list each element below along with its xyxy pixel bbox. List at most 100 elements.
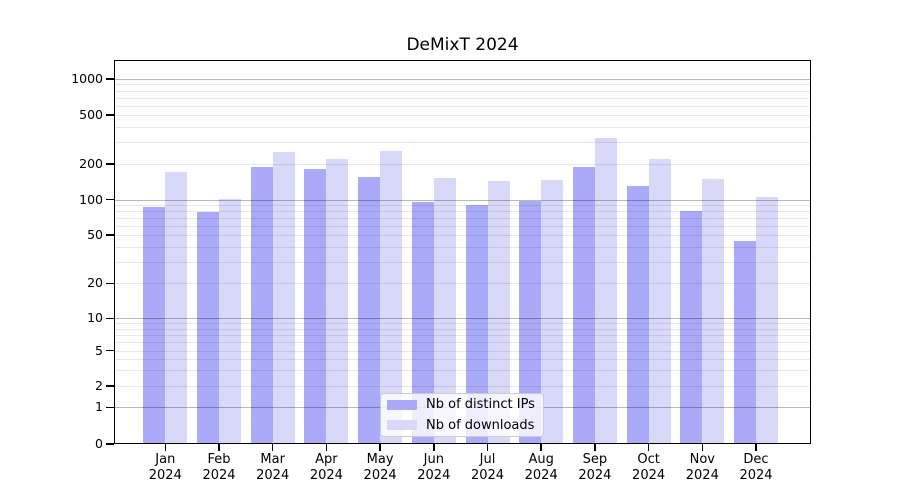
x-axis-tick [755, 444, 757, 451]
x-axis-tick-label: May 2024 [363, 452, 397, 483]
bar-downloads [594, 138, 617, 444]
minor-gridline [114, 205, 811, 207]
bar-downloads [756, 196, 778, 444]
minor-gridline [114, 370, 811, 372]
legend: Nb of distinct IPs Nb of downloads [380, 393, 544, 437]
x-axis-tick-label: Aug 2024 [524, 452, 558, 483]
x-axis-tick [164, 444, 167, 451]
plot-border [114, 60, 811, 444]
x-axis-tick [701, 444, 704, 451]
bar-downloads [380, 150, 403, 444]
bar-downloads [219, 198, 241, 444]
y-axis-tick-label: 1000 [71, 70, 103, 86]
x-axis-tick-label: Oct 2024 [632, 452, 666, 483]
minor-gridline [114, 283, 811, 285]
minor-gridline [114, 164, 811, 165]
minor-gridline [114, 211, 811, 213]
chart-title: DeMixT 2024 [406, 35, 519, 55]
bar-downloads [648, 158, 671, 444]
minor-gridline [114, 246, 811, 248]
bar-downloads [541, 179, 564, 444]
y-axis-tick-label: 0 [95, 435, 103, 451]
legend-label-distinct-ips: Nb of distinct IPs [426, 397, 535, 413]
y-axis-tick [106, 443, 114, 445]
minor-gridline [114, 105, 811, 107]
x-axis-tick-label: Dec 2024 [739, 452, 773, 483]
y-axis-tick [106, 114, 114, 116]
minor-gridline [114, 217, 811, 219]
minor-gridline [114, 350, 811, 352]
x-axis-tick-label: Mar 2024 [256, 452, 290, 483]
x-axis-tick [540, 444, 542, 451]
y-axis-tick [106, 385, 114, 387]
bar-distinct-ips [465, 204, 488, 444]
minor-gridline [114, 328, 811, 330]
x-axis-tick [647, 444, 650, 451]
x-axis-tick-label: Jul 2024 [470, 452, 505, 483]
y-axis-tick-label: 1 [95, 399, 103, 415]
x-axis-tick [218, 444, 220, 451]
bar-distinct-ips [197, 212, 219, 444]
bar-distinct-ips [143, 206, 166, 444]
y-axis-tick [106, 317, 114, 320]
y-axis-tick [106, 198, 114, 201]
y-axis-tick-label: 5 [95, 342, 103, 358]
y-axis-tick-label: 50 [87, 226, 103, 242]
minor-gridline [114, 235, 811, 236]
y-axis-tick [106, 234, 114, 236]
bar-distinct-ips [572, 166, 595, 444]
x-axis-tick [433, 444, 435, 451]
y-axis-tick-label: 20 [87, 275, 103, 291]
bar-distinct-ips [519, 200, 542, 444]
bar-distinct-ips [626, 186, 649, 444]
minor-gridline [114, 142, 811, 144]
bar-distinct-ips [411, 201, 434, 444]
minor-gridline [114, 359, 811, 361]
bar-downloads [165, 172, 188, 444]
minor-gridline [114, 342, 811, 344]
minor-gridline [114, 84, 811, 86]
legend-item-distinct-ips: Nb of distinct IPs [381, 395, 543, 414]
x-axis-tick [379, 444, 381, 451]
y-axis-tick [106, 282, 114, 285]
y-axis-tick-label: 200 [79, 155, 103, 171]
bar-distinct-ips [358, 176, 381, 444]
minor-gridline [114, 323, 811, 325]
minor-gridline [114, 90, 811, 92]
y-axis-tick [106, 349, 114, 352]
x-axis-tick-label: Apr 2024 [309, 452, 343, 483]
y-axis-tick-label: 500 [79, 106, 103, 122]
bar-downloads [433, 178, 456, 444]
x-axis-tick [271, 444, 274, 451]
y-axis-tick-label: 10 [87, 310, 103, 326]
bar-downloads [487, 181, 510, 444]
minor-gridline [114, 386, 811, 387]
minor-gridline [114, 225, 811, 227]
x-axis-tick-label: Nov 2024 [685, 452, 719, 483]
y-axis-tick-label: 2 [95, 377, 103, 393]
x-axis-tick-label: Feb 2024 [202, 452, 236, 483]
y-axis-tick-label: 100 [79, 191, 103, 207]
x-axis-tick-label: Jan 2024 [148, 452, 182, 483]
minor-gridline [114, 261, 811, 263]
y-axis-tick [106, 406, 114, 409]
legend-item-downloads: Nb of downloads [381, 416, 543, 435]
major-gridline [114, 79, 811, 80]
minor-gridline [114, 97, 811, 99]
bar-distinct-ips [304, 169, 327, 444]
minor-gridline [114, 115, 811, 116]
x-axis-tick [325, 444, 328, 451]
bar-downloads [326, 158, 349, 444]
bar-downloads [702, 178, 725, 444]
y-axis-tick [106, 78, 114, 80]
minor-gridline [114, 334, 811, 336]
x-axis-tick-label: Sep 2024 [578, 452, 612, 483]
major-gridline [114, 318, 811, 320]
legend-label-downloads: Nb of downloads [426, 417, 535, 433]
bar-downloads [272, 152, 295, 444]
x-axis-tick-label: Jun 2024 [417, 452, 451, 483]
